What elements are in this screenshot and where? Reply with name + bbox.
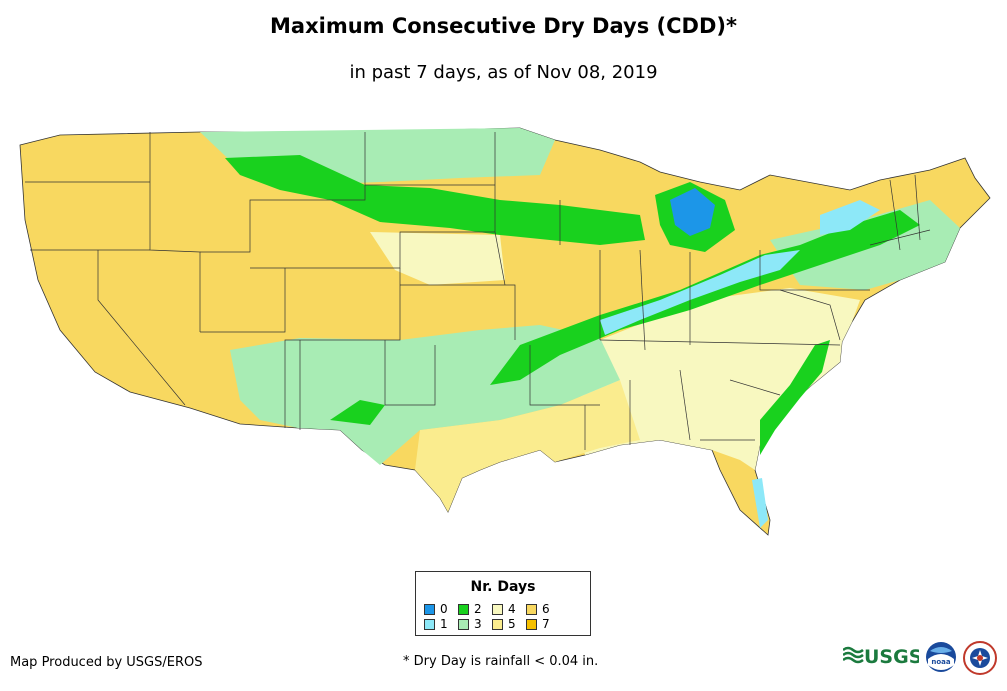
legend-title: Nr. Days	[470, 579, 536, 595]
legend-swatch-2	[458, 604, 469, 615]
legend-item-0: 0	[424, 603, 448, 616]
region-2-north-band	[225, 155, 645, 245]
legend-item-4: 4	[492, 603, 516, 616]
noaa-logo: noaa	[926, 642, 956, 672]
legend-swatch-4	[492, 604, 503, 615]
legend-swatch-6	[526, 604, 537, 615]
region-0-michigan	[670, 188, 715, 236]
map-title: Maximum Consecutive Dry Days (CDD)*	[270, 14, 737, 38]
legend-label-6: 6	[542, 602, 550, 616]
legend-item-7: 7	[526, 618, 550, 631]
legend-label-5: 5	[508, 617, 516, 631]
legend-label-1: 1	[440, 617, 448, 631]
legend-item-5: 5	[492, 618, 516, 631]
region-4-southeast	[575, 288, 860, 470]
legend-swatch-0	[424, 604, 435, 615]
dry-day-footnote: * Dry Day is rainfall < 0.04 in.	[403, 654, 599, 669]
noaa-logo-text: noaa	[931, 658, 951, 666]
region-1-northeast	[820, 200, 880, 235]
region-1-florida	[752, 478, 768, 528]
legend-label-0: 0	[440, 602, 448, 616]
region-2-ohio-band	[490, 210, 920, 385]
legend-swatch-7	[526, 619, 537, 630]
usgs-logo-text: USGS	[864, 646, 919, 668]
state-borders	[25, 132, 931, 450]
legend-item-3: 3	[458, 618, 482, 631]
region-2-texas-patch	[330, 400, 385, 425]
legend-item-2: 2	[458, 603, 482, 616]
legend-swatch-5	[492, 619, 503, 630]
region-2-east-coast	[760, 340, 830, 455]
legend-label-3: 3	[474, 617, 482, 631]
legend-label-4: 4	[508, 602, 516, 616]
legend-item-1: 1	[424, 618, 448, 631]
region-4-plains	[370, 232, 505, 285]
map-subtitle: in past 7 days, as of Nov 08, 2019	[349, 62, 658, 83]
usgs-logo: USGS	[843, 646, 919, 668]
legend-swatch-1	[424, 619, 435, 630]
nws-logo	[963, 641, 997, 675]
legend-label-7: 7	[542, 617, 550, 631]
legend-swatch-3	[458, 619, 469, 630]
map-credit: Map Produced by USGS/EROS	[10, 655, 203, 670]
legend-item-6: 6	[526, 603, 550, 616]
legend-label-2: 2	[474, 602, 482, 616]
region-5-gulf	[415, 380, 640, 512]
region-1-ohio	[600, 250, 800, 335]
